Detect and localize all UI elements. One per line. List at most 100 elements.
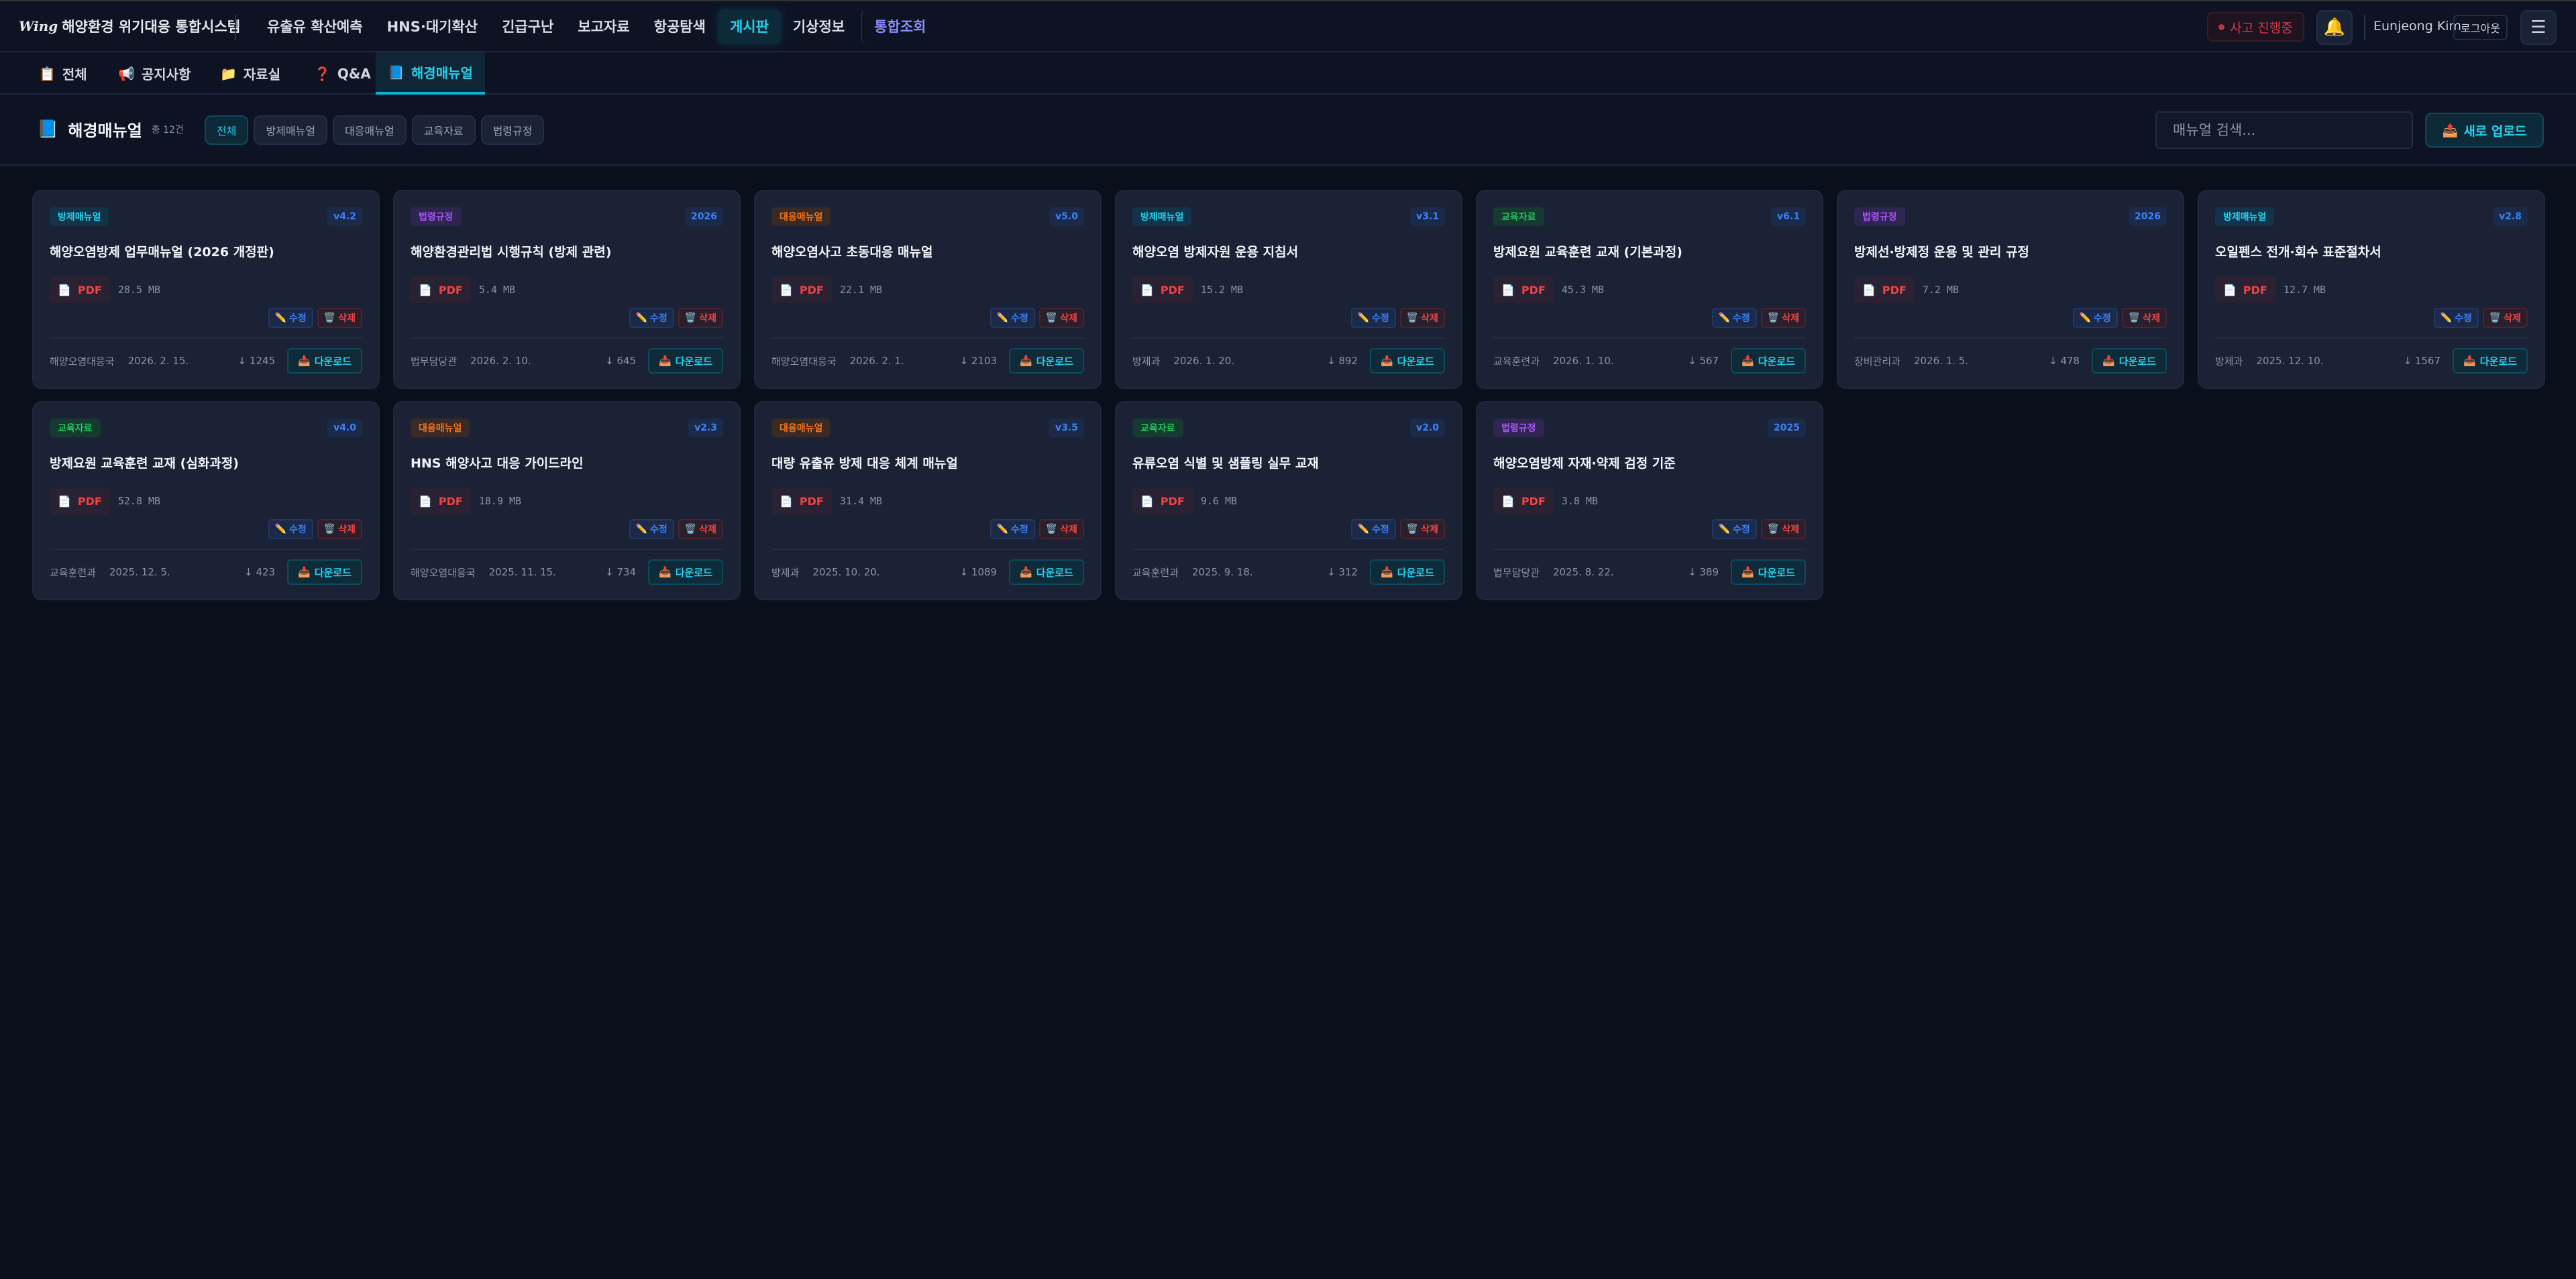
- edit-button[interactable]: ✏️ 수정: [1711, 308, 1757, 328]
- delete-button[interactable]: 🗑️ 삭제: [1760, 519, 1806, 539]
- delete-button[interactable]: 🗑️ 삭제: [317, 519, 362, 539]
- file-type-badge: 📄 PDF: [2215, 276, 2275, 303]
- app-logo[interactable]: Wing 해양환경 위기대응 통합시스템: [19, 16, 240, 36]
- edit-button[interactable]: ✏️ 수정: [1711, 519, 1757, 539]
- download-button[interactable]: 📥 다운로드: [2453, 348, 2528, 374]
- nav-item-integrated-search[interactable]: 통합조회: [861, 9, 938, 44]
- edit-button[interactable]: ✏️ 수정: [989, 308, 1035, 328]
- edit-button[interactable]: ✏️ 수정: [2433, 308, 2479, 328]
- download-icon: 📥: [1741, 355, 1754, 367]
- manual-card[interactable]: 대응매뉴얼 v5.0 해양오염사고 초동대응 매뉴얼 📄 PDF 22.1 MB ✏️ 수정 🗑…: [754, 190, 1102, 389]
- edit-button[interactable]: ✏️ 수정: [629, 519, 674, 539]
- menu-button[interactable]: ☰: [2520, 10, 2557, 45]
- delete-button[interactable]: 🗑️ 삭제: [1399, 519, 1445, 539]
- filter-chip[interactable]: 방제매뉴얼: [254, 115, 328, 145]
- incident-status-button[interactable]: 사고 진행중: [2207, 12, 2304, 42]
- subtab[interactable]: 📋 전체: [27, 52, 99, 95]
- edit-button[interactable]: ✏️ 수정: [268, 519, 313, 539]
- card-title[interactable]: 해양오염 방제자원 운용 지침서: [1132, 245, 1299, 260]
- edit-button[interactable]: ✏️ 수정: [2072, 308, 2118, 328]
- filter-chip[interactable]: 법령규정: [480, 115, 545, 145]
- nav-item[interactable]: 기상정보: [792, 19, 845, 35]
- card-title[interactable]: 방제선·방제정 운용 및 관리 규정: [1854, 245, 2029, 260]
- download-button[interactable]: 📥 다운로드: [648, 559, 723, 585]
- manual-card[interactable]: 법령규정 2026 방제선·방제정 운용 및 관리 규정 📄 PDF 7.2 MB ✏️ 수정…: [1837, 190, 2184, 389]
- edit-button[interactable]: ✏️ 수정: [1350, 308, 1396, 328]
- nav-item[interactable]: HNS·대기확산: [386, 19, 478, 35]
- filter-chip[interactable]: 교육자료: [411, 115, 476, 145]
- card-title[interactable]: 유류오염 식별 및 샘플링 실무 교재: [1132, 456, 1319, 471]
- card-title[interactable]: 방제요원 교육훈련 교재 (심화과정): [50, 456, 239, 471]
- subtab[interactable]: 📘 해경매뉴얼: [376, 52, 485, 95]
- file-type-badge: 📄 PDF: [411, 488, 471, 514]
- filter-chip[interactable]: 전체: [205, 115, 249, 145]
- delete-button[interactable]: 🗑️ 삭제: [317, 308, 362, 328]
- download-button[interactable]: 📥 다운로드: [1731, 348, 1806, 374]
- download-button[interactable]: 📥 다운로드: [287, 348, 362, 374]
- subtab[interactable]: 📁 자료실: [208, 52, 292, 95]
- nav-item[interactable]: 유출유 확산예측: [267, 19, 363, 35]
- delete-button[interactable]: 🗑️ 삭제: [1760, 308, 1806, 328]
- delete-button[interactable]: 🗑️ 삭제: [2482, 308, 2528, 328]
- card-title[interactable]: 오일펜스 전개·회수 표준절차서: [2215, 245, 2381, 260]
- card-title[interactable]: 방제요원 교육훈련 교재 (기본과정): [1493, 245, 1682, 260]
- logout-button[interactable]: 로그아웃: [2453, 15, 2508, 40]
- subtab[interactable]: 📢 공지사항: [106, 52, 203, 95]
- edit-button[interactable]: ✏️ 수정: [629, 308, 674, 328]
- manual-card[interactable]: 대응매뉴얼 v3.5 대량 유출유 방제 대응 체계 매뉴얼 📄 PDF 31.4 MB ✏…: [754, 401, 1102, 600]
- delete-button[interactable]: 🗑️ 삭제: [678, 519, 723, 539]
- download-button[interactable]: 📥 다운로드: [1009, 559, 1084, 585]
- manual-card[interactable]: 방제매뉴얼 v4.2 해양오염방제 업무매뉴얼 (2026 개정판) 📄 PDF 28.5…: [32, 190, 380, 389]
- download-button[interactable]: 📥 다운로드: [2092, 348, 2167, 374]
- nav-item[interactable]: 보고자료: [578, 19, 630, 35]
- download-button[interactable]: 📥 다운로드: [1370, 559, 1445, 585]
- nav-item[interactable]: 항공탐색: [653, 19, 706, 35]
- department: 방제과: [2215, 355, 2243, 368]
- manual-card[interactable]: 법령규정 2025 해양오염방제 자재·약제 검정 기준 📄 PDF 3.8 MB ✏️ 수정…: [1476, 401, 1823, 600]
- download-button[interactable]: 📥 다운로드: [648, 348, 723, 374]
- edit-button[interactable]: ✏️ 수정: [1350, 519, 1396, 539]
- delete-button[interactable]: 🗑️ 삭제: [1038, 519, 1084, 539]
- card-title[interactable]: 해양오염방제 업무매뉴얼 (2026 개정판): [50, 245, 274, 260]
- download-button[interactable]: 📥 다운로드: [1370, 348, 1445, 374]
- filter-chip[interactable]: 대응매뉴얼: [333, 115, 407, 145]
- manual-card[interactable]: 방제매뉴얼 v2.8 오일펜스 전개·회수 표준절차서 📄 PDF 12.7 MB ✏️ 수정…: [2198, 190, 2545, 389]
- card-title[interactable]: HNS 해양사고 대응 가이드라인: [411, 456, 584, 471]
- manual-book-icon: 📘: [37, 119, 59, 140]
- divider: [2364, 15, 2365, 40]
- manual-card[interactable]: 방제매뉴얼 v3.1 해양오염 방제자원 운용 지침서 📄 PDF 15.2 MB ✏️ 수정…: [1115, 190, 1462, 389]
- delete-button[interactable]: 🗑️ 삭제: [2121, 308, 2167, 328]
- download-button[interactable]: 📥 다운로드: [1731, 559, 1806, 585]
- notifications-button[interactable]: 🔔: [2316, 10, 2353, 45]
- subtab[interactable]: ❓ Q&A: [302, 52, 383, 95]
- delete-button[interactable]: 🗑️ 삭제: [1399, 308, 1445, 328]
- card-title[interactable]: 해양환경관리법 시행규칙 (방제 관련): [411, 245, 612, 260]
- manual-search-input[interactable]: [2155, 111, 2413, 149]
- nav-item[interactable]: 긴급구난: [502, 19, 554, 35]
- nav-item[interactable]: 게시판: [717, 9, 781, 44]
- download-label: 다운로드: [2118, 355, 2156, 368]
- edit-button[interactable]: ✏️ 수정: [268, 308, 313, 328]
- pencil-icon: ✏️: [274, 313, 287, 323]
- card-title[interactable]: 대량 유출유 방제 대응 체계 매뉴얼: [771, 456, 958, 471]
- delete-button[interactable]: 🗑️ 삭제: [678, 308, 723, 328]
- download-count-value: 2103: [971, 355, 998, 367]
- trash-icon: 🗑️: [1767, 313, 1780, 323]
- edit-button[interactable]: ✏️ 수정: [989, 519, 1035, 539]
- manual-card[interactable]: 교육자료 v6.1 방제요원 교육훈련 교재 (기본과정) 📄 PDF 45.3 MB ✏️…: [1476, 190, 1823, 389]
- manual-card[interactable]: 교육자료 v4.0 방제요원 교육훈련 교재 (심화과정) 📄 PDF 52.8 MB ✏️…: [32, 401, 380, 600]
- manual-card[interactable]: 대응매뉴얼 v2.3 HNS 해양사고 대응 가이드라인 📄 PDF 18.9 MB ✏️ 수…: [393, 401, 741, 600]
- manual-card[interactable]: 교육자료 v2.0 유류오염 식별 및 샘플링 실무 교재 📄 PDF 9.6 MB ✏️ 수…: [1115, 401, 1462, 600]
- delete-button[interactable]: 🗑️ 삭제: [1038, 308, 1084, 328]
- manual-card[interactable]: 법령규정 2026 해양환경관리법 시행규칙 (방제 관련) 📄 PDF 5.4 MB ✏️…: [393, 190, 741, 389]
- download-button[interactable]: 📥 다운로드: [287, 559, 362, 585]
- card-title[interactable]: 해양오염사고 초동대응 매뉴얼: [771, 245, 933, 260]
- card-footer: 교육훈련과 2026. 1. 10. ↓ 567 📥 다운로드: [1493, 348, 1806, 374]
- card-title[interactable]: 해양오염방제 자재·약제 검정 기준: [1493, 456, 1676, 471]
- download-button[interactable]: 📥 다운로드: [1009, 348, 1084, 374]
- file-info: 📄 PDF 9.6 MB: [1132, 488, 1445, 514]
- version-badge: v2.0: [1410, 419, 1445, 437]
- edit-label: 수정: [1011, 313, 1028, 324]
- download-icon: 📥: [659, 355, 672, 367]
- upload-button[interactable]: 📤 새로 업로드: [2425, 113, 2544, 148]
